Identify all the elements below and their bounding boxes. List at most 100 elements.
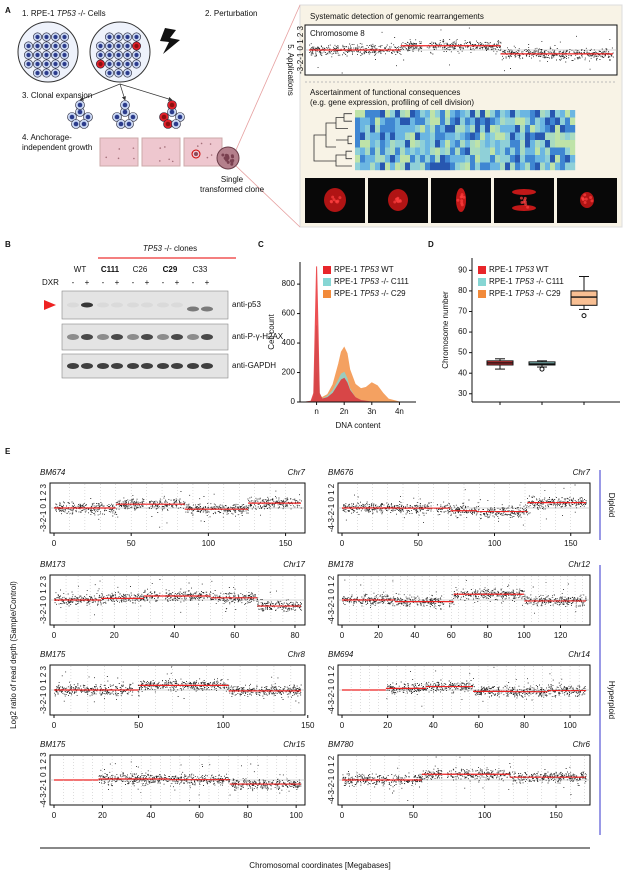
heatmap-cell xyxy=(450,132,456,141)
chromatin-spot xyxy=(584,197,588,201)
chromosome-label: Chr14 xyxy=(568,650,590,659)
nucleus xyxy=(134,52,139,58)
band xyxy=(141,302,153,308)
chromatin-spot xyxy=(332,198,336,202)
heatmap-cell xyxy=(410,162,416,171)
heatmap-cell xyxy=(555,117,561,126)
y-tick-label: 50 xyxy=(458,348,467,357)
heatmap-cell xyxy=(550,125,556,133)
heatmap-cell xyxy=(510,110,516,118)
heatmap-cell xyxy=(480,125,486,133)
chromosome-label: Chr7 xyxy=(288,468,306,477)
heatmap-cell xyxy=(515,155,521,163)
band xyxy=(67,302,79,308)
x-tick-label: 0 xyxy=(340,539,345,548)
heatmap-cell xyxy=(455,162,461,171)
heatmap-cell xyxy=(370,125,376,133)
heatmap-cell xyxy=(465,132,471,141)
step-label-part: TP53 xyxy=(57,9,77,18)
heatmap-cell xyxy=(515,162,521,171)
heatmap-cell xyxy=(565,140,571,148)
y-tick-label: 70 xyxy=(458,307,467,316)
colony xyxy=(200,142,203,145)
heatmap-cell xyxy=(390,110,396,118)
heatmap-cell xyxy=(500,140,506,148)
y-tick-label: -4-3-2-1 0 1 2 xyxy=(327,575,336,624)
heatmap-cell xyxy=(385,117,391,126)
heatmap-cell xyxy=(470,155,476,163)
chromosome-label: Chr12 xyxy=(568,560,590,569)
band xyxy=(67,334,79,340)
heatmap-cell xyxy=(510,162,516,171)
heatmap-cell xyxy=(365,125,371,133)
heatmap-cell xyxy=(380,162,386,171)
y-tick-label: 30 xyxy=(458,389,467,398)
heatmap-cell xyxy=(390,140,396,148)
nucleus xyxy=(81,121,87,127)
heatmap-cell xyxy=(445,132,451,141)
x-tick-label: 40 xyxy=(146,811,155,820)
treatment-sign: + xyxy=(145,278,150,287)
nucleus xyxy=(116,43,121,49)
section-subtitle: (e.g. gene expression, profiling of cell… xyxy=(310,98,474,107)
band xyxy=(187,334,199,340)
chromatin-spot xyxy=(523,198,527,202)
y-tick-label: 0 xyxy=(291,397,296,406)
x-tick-label: 0 xyxy=(52,811,57,820)
band xyxy=(81,302,93,308)
heatmap-cell xyxy=(460,110,466,118)
x-tick-label: 60 xyxy=(195,811,204,820)
heatmap-cell xyxy=(505,132,511,141)
x-tick-label: 60 xyxy=(447,631,456,640)
colony xyxy=(132,147,135,149)
nucleus xyxy=(98,52,103,58)
y-axis-label: Chromosome number xyxy=(441,291,450,369)
colony xyxy=(191,149,201,159)
heatmap-cell xyxy=(555,125,561,133)
heatmap-cell xyxy=(530,110,536,118)
legend-entry-part: RPE-1 xyxy=(489,265,515,274)
soft-agar-well xyxy=(183,137,223,167)
zoom-line xyxy=(235,4,301,151)
heatmap-cell xyxy=(415,140,421,148)
nucleus xyxy=(77,102,83,108)
x-tick-label: 150 xyxy=(549,811,563,820)
heatmap-cell xyxy=(375,162,381,171)
legend-swatch xyxy=(478,278,486,286)
heatmap-cell xyxy=(440,155,446,163)
nucleus xyxy=(173,121,179,127)
x-tick-label: 50 xyxy=(414,539,423,548)
x-tick-label: 20 xyxy=(98,811,107,820)
heatmap-cell xyxy=(410,132,416,141)
heatmap-cell xyxy=(360,110,366,118)
heatmap-cell xyxy=(445,125,451,133)
heatmap-cell xyxy=(395,147,401,156)
heatmap-cell xyxy=(420,110,426,118)
colony xyxy=(118,148,121,150)
heatmap-cell xyxy=(510,147,516,156)
heatmap-cell xyxy=(545,132,551,141)
heatmap-cell xyxy=(435,110,441,118)
heatmap-cell xyxy=(445,117,451,126)
clone-cell xyxy=(226,156,230,160)
heatmap-cell xyxy=(515,147,521,156)
heatmap-cell xyxy=(500,117,506,126)
heatmap-cell xyxy=(395,117,401,126)
heatmap-cell xyxy=(355,110,361,118)
heatmap-cell xyxy=(440,132,446,141)
heatmap-cell xyxy=(475,117,481,126)
heatmap-cell xyxy=(500,110,506,118)
y-tick-label: -4-3-2-1 0 1 2 xyxy=(327,755,336,804)
heatmap-cell xyxy=(490,155,496,163)
heatmap-cell xyxy=(430,162,436,171)
legend-entry-part: RPE-1 xyxy=(334,277,360,286)
heatmap-cell xyxy=(435,155,441,163)
chromatin-spot xyxy=(589,195,593,199)
sample-label: BM173 xyxy=(40,560,66,569)
band xyxy=(67,363,79,369)
x-tick-label: 80 xyxy=(291,631,300,640)
chromatin-spot xyxy=(460,193,464,197)
heatmap-cell xyxy=(470,147,476,156)
heatmap-cell xyxy=(565,147,571,156)
legend-entry: RPE-1 TP53 -/- C111 xyxy=(334,277,409,286)
